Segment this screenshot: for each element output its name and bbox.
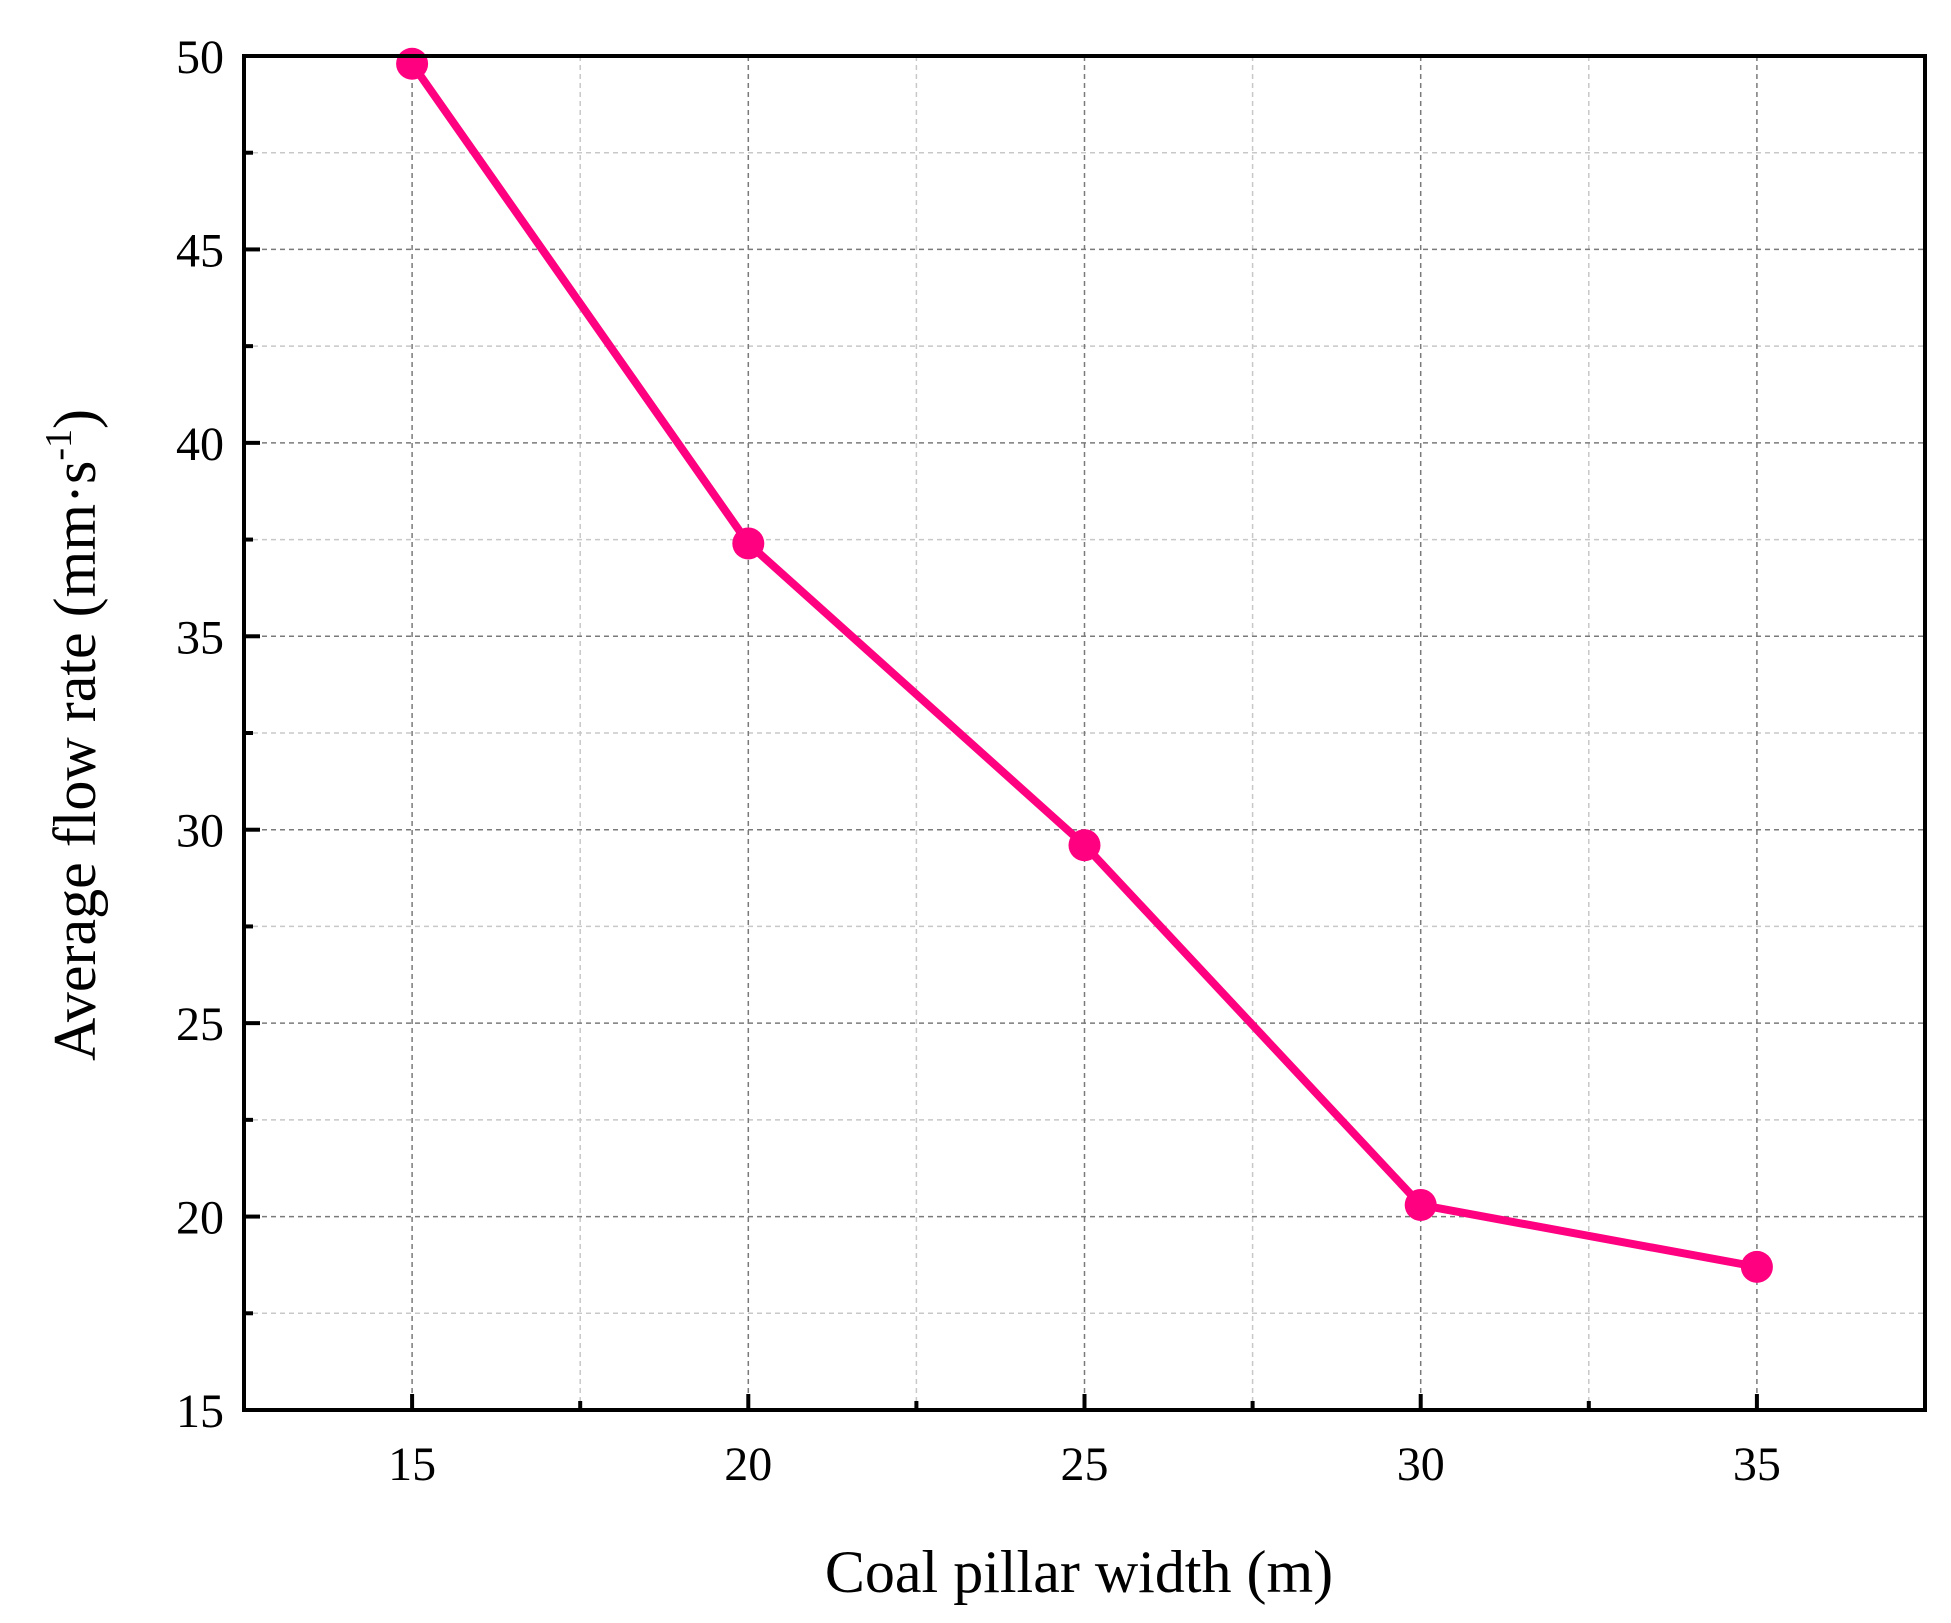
x-tick-label: 15 bbox=[388, 1438, 436, 1491]
y-axis-title-main: Average flow rate (mm·s bbox=[42, 461, 108, 1061]
x-tick-labels: 15 20 25 30 35 bbox=[388, 1438, 1781, 1491]
axis-ticks bbox=[244, 54, 1759, 1412]
data-point bbox=[1740, 1250, 1773, 1283]
y-tick-label: 50 bbox=[176, 31, 224, 84]
y-tick-label: 30 bbox=[176, 805, 224, 858]
x-tick-label: 35 bbox=[1733, 1438, 1781, 1491]
y-tick-label: 45 bbox=[176, 224, 224, 277]
data-point bbox=[1068, 829, 1101, 862]
x-tick-label: 20 bbox=[724, 1438, 772, 1491]
x-axis-title: Coal pillar width (m) bbox=[825, 1539, 1333, 1605]
data-point bbox=[396, 47, 429, 80]
y-tick-label: 35 bbox=[176, 611, 224, 664]
y-tick-label: 40 bbox=[176, 418, 224, 471]
y-tick-label: 20 bbox=[176, 1192, 224, 1245]
x-tick-label: 30 bbox=[1397, 1438, 1445, 1491]
grid bbox=[244, 56, 1925, 1410]
data-point bbox=[1404, 1188, 1437, 1221]
data-point bbox=[732, 527, 765, 560]
y-tick-label: 25 bbox=[176, 998, 224, 1051]
y-tick-label: 15 bbox=[176, 1385, 224, 1438]
y-axis-title-superscript: -1 bbox=[38, 429, 80, 461]
y-axis-title-close: ) bbox=[42, 409, 108, 429]
y-tick-labels: 15 20 25 30 35 40 45 50 bbox=[176, 31, 224, 1438]
series-group bbox=[396, 47, 1773, 1283]
y-axis-title: Average flow rate (mm·s-1) bbox=[38, 409, 108, 1061]
x-tick-label: 25 bbox=[1061, 1438, 1109, 1491]
